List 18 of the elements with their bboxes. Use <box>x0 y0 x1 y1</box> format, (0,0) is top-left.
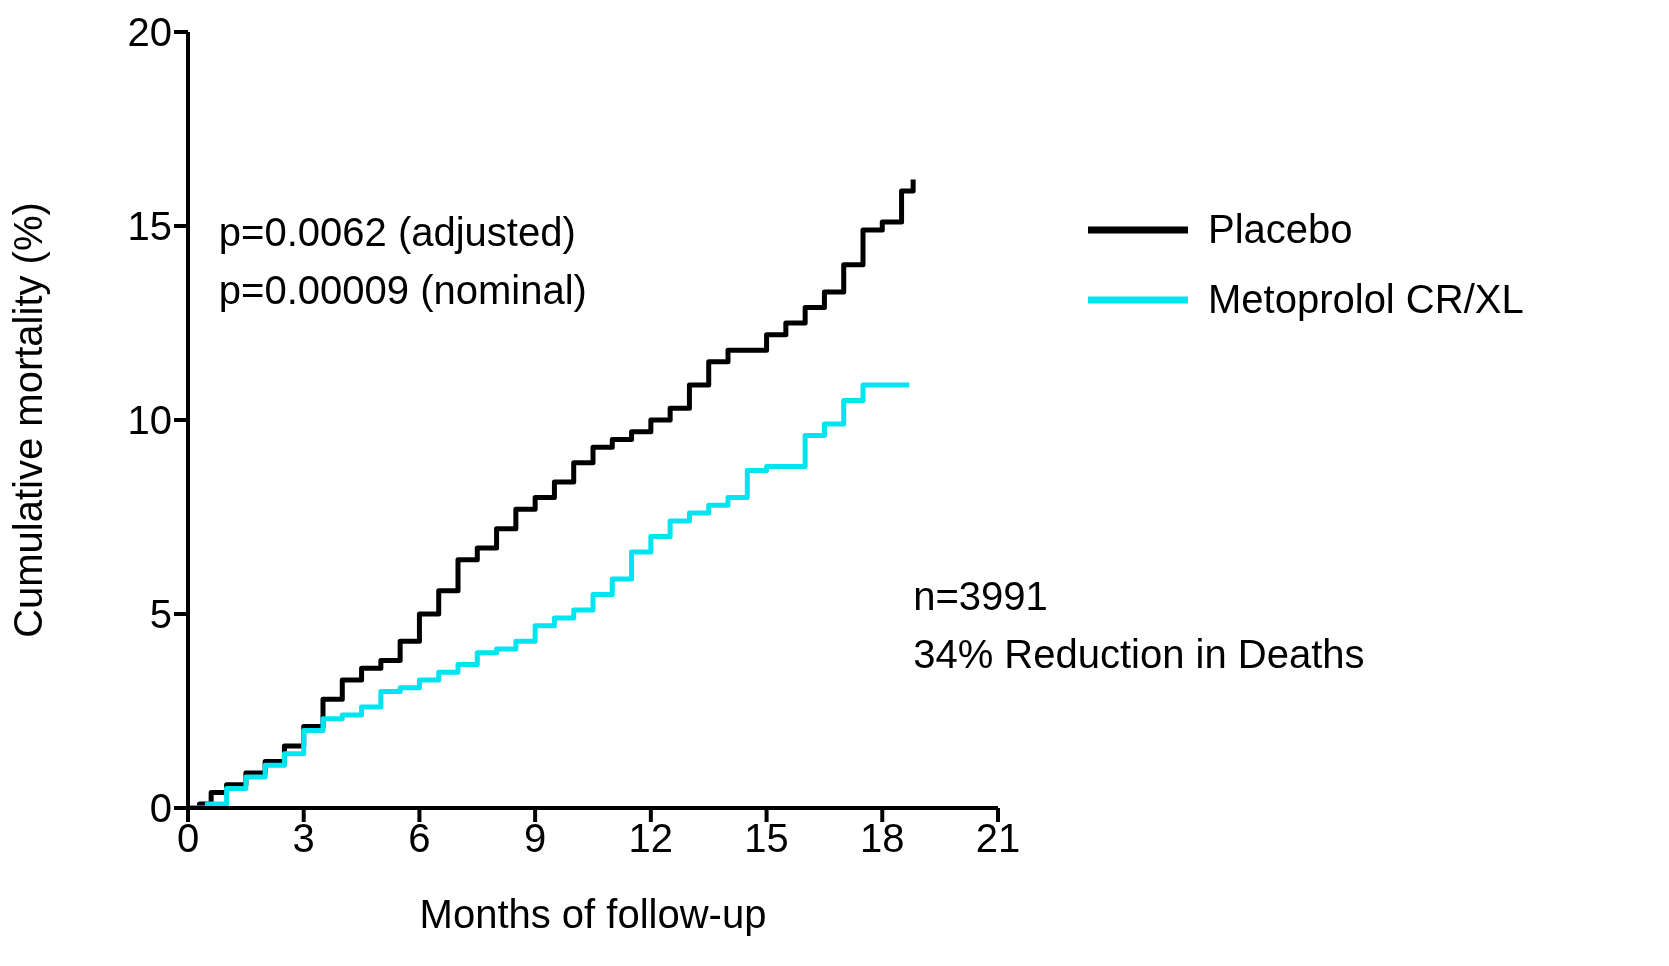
x-tick-label: 21 <box>975 816 1021 861</box>
y-axis-title: Cumulative mortality (%) <box>6 202 51 638</box>
y-tick-label: 20 <box>127 10 172 55</box>
y-tick-label: 15 <box>127 204 172 249</box>
x-tick-label: 9 <box>524 816 547 861</box>
x-tick-label: 15 <box>744 816 789 861</box>
y-tick-label: 0 <box>149 786 172 831</box>
legend-label: Metoprolol CR/XL <box>1208 277 1524 323</box>
y-tick-label: 10 <box>127 398 172 443</box>
legend-label: Placebo <box>1208 207 1353 253</box>
x-tick-label: 6 <box>408 816 431 861</box>
x-tick-label: 3 <box>292 816 315 861</box>
annotation: p=0.0062 (adjusted) p=0.00009 (nominal) <box>218 208 587 314</box>
x-axis-title: Months of follow-up <box>419 892 767 936</box>
x-tick-label: 18 <box>860 816 905 861</box>
x-tick-label: 12 <box>628 816 674 861</box>
y-tick-label: 5 <box>149 592 172 637</box>
annotation: n=3991 34% Reduction in Deaths <box>913 573 1365 679</box>
